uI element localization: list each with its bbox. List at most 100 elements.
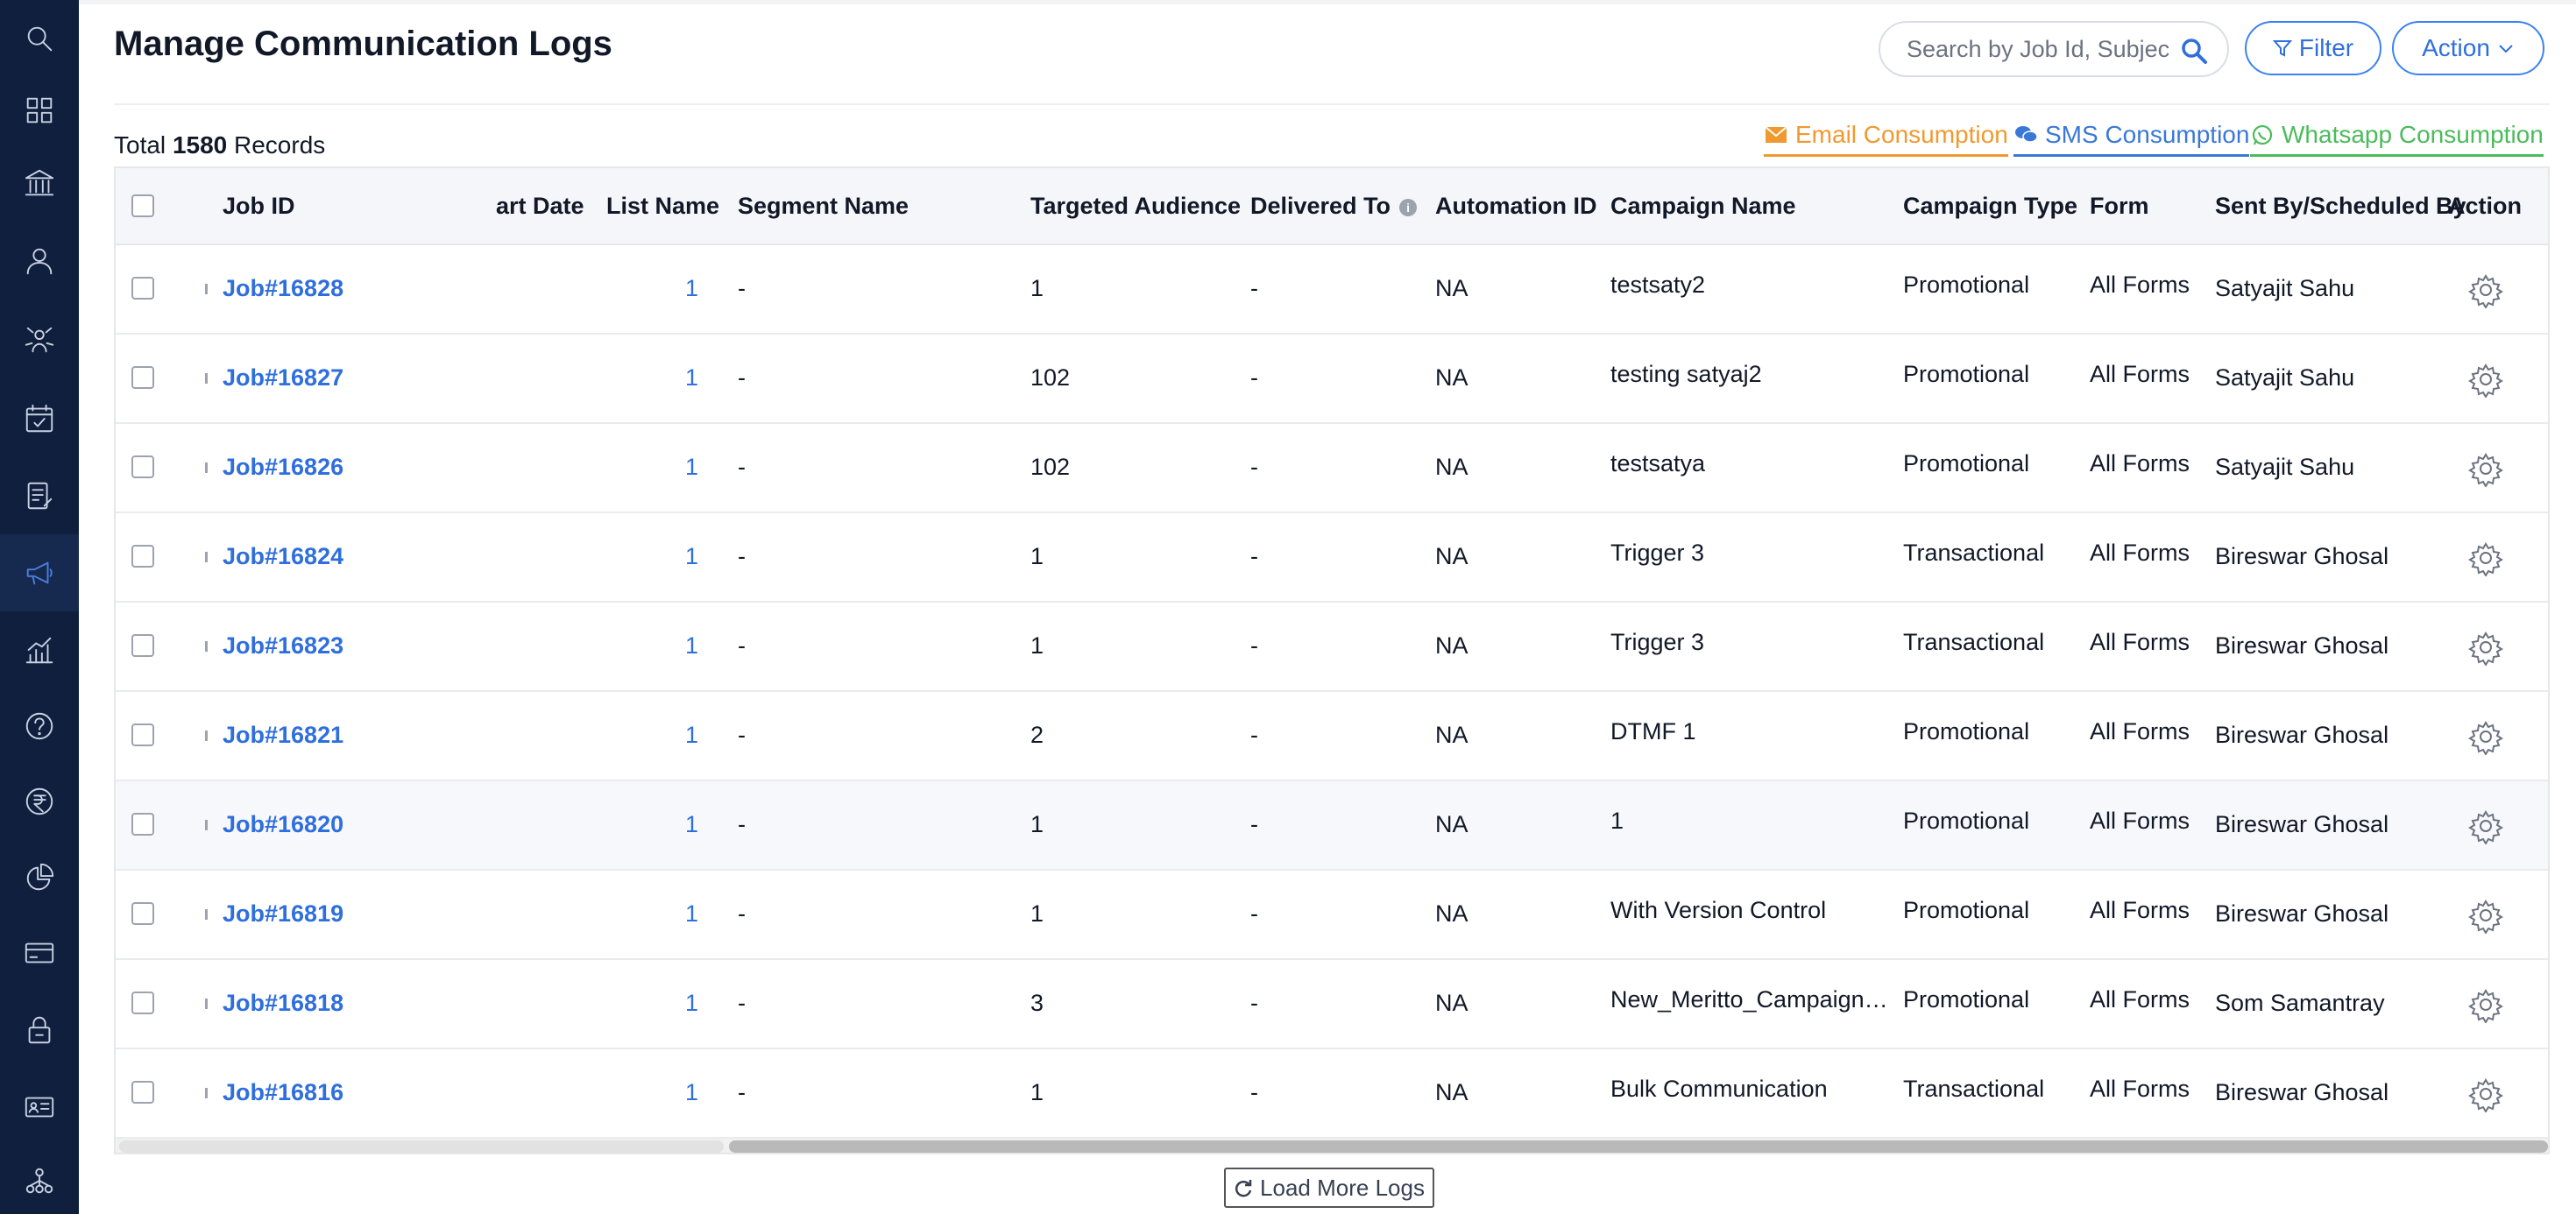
whatsapp-consumption-label: Whatsapp Consumption [2282, 121, 2544, 148]
megaphone-icon[interactable] [17, 550, 62, 596]
job-id-link[interactable]: Job#16816 [223, 1079, 344, 1105]
list-name-link[interactable]: 1 [685, 275, 699, 301]
job-id-link[interactable]: Job#16820 [223, 811, 344, 837]
gear-icon[interactable] [2467, 272, 2504, 309]
network-icon[interactable] [17, 317, 62, 363]
header-sent-by[interactable]: Sent By/Scheduled By [2215, 193, 2466, 219]
search-icon[interactable] [2180, 37, 2208, 65]
delivered-to-cell: - [1250, 900, 1258, 927]
gear-icon[interactable] [2467, 1076, 2504, 1113]
header-automation-id[interactable]: Automation ID [1435, 193, 1597, 219]
job-id-link[interactable]: Job#16818 [223, 990, 344, 1016]
gear-icon[interactable] [2467, 808, 2504, 845]
gear-icon[interactable] [2467, 897, 2504, 935]
job-id-link[interactable]: Job#16823 [223, 632, 344, 659]
row-handle [205, 820, 208, 830]
email-consumption-link[interactable]: Email Consumption [1764, 121, 2008, 157]
institution-icon[interactable] [17, 160, 62, 206]
lock-icon[interactable] [17, 1007, 62, 1053]
delivered-to-cell: - [1250, 275, 1258, 301]
sms-consumption-link[interactable]: SMS Consumption [2013, 121, 2250, 157]
campaign-type-cell: Promotional [1903, 718, 2030, 745]
user-icon[interactable] [17, 238, 62, 284]
row-checkbox[interactable] [131, 902, 154, 925]
row-checkbox[interactable] [131, 545, 154, 568]
pie-chart-icon[interactable] [17, 855, 62, 900]
header-start-date[interactable]: art Date [496, 193, 584, 219]
filter-button[interactable]: Filter [2245, 21, 2381, 75]
report-icon[interactable] [17, 473, 62, 519]
header-segment-name[interactable]: Segment Name [738, 193, 909, 219]
gear-icon[interactable] [2467, 986, 2504, 1024]
action-dropdown-button[interactable]: Action [2392, 21, 2544, 75]
header-form[interactable]: Form [2090, 193, 2149, 219]
header-delivered-to[interactable]: Delivered To i [1250, 193, 1418, 220]
job-id-link[interactable]: Job#16826 [223, 454, 344, 480]
id-card-icon[interactable] [17, 1084, 62, 1130]
info-icon[interactable]: i [1399, 198, 1418, 216]
whatsapp-consumption-link[interactable]: Whatsapp Consumption [2250, 121, 2544, 157]
list-name-link[interactable]: 1 [685, 543, 699, 569]
header-job-id[interactable]: Job ID [223, 193, 295, 219]
load-more-button[interactable]: Load More Logs [1224, 1168, 1434, 1208]
job-id-link[interactable]: Job#16828 [223, 275, 344, 301]
header-campaign-type[interactable]: Campaign Type [1903, 193, 2078, 219]
row-checkbox[interactable] [131, 277, 154, 300]
gear-icon[interactable] [2467, 629, 2504, 667]
campaign-name-cell: With Version Control [1610, 897, 1827, 923]
list-name-link[interactable]: 1 [685, 454, 699, 480]
email-consumption-label: Email Consumption [1795, 121, 2008, 148]
row-checkbox[interactable] [131, 992, 154, 1014]
list-name-link[interactable]: 1 [685, 1079, 699, 1105]
scrollbar-thumb[interactable] [729, 1140, 2548, 1153]
targeted-audience-cell: 1 [1030, 632, 1044, 659]
row-checkbox[interactable] [131, 366, 154, 389]
rupee-icon[interactable] [17, 779, 62, 824]
delivered-to-cell: - [1250, 364, 1258, 391]
calendar-check-icon[interactable] [17, 396, 62, 441]
header-campaign-name[interactable]: Campaign Name [1610, 193, 1796, 219]
header-targeted-audience[interactable]: Targeted Audience [1030, 193, 1242, 219]
select-all-checkbox[interactable] [131, 194, 154, 217]
card-icon[interactable] [17, 930, 62, 976]
segment-name-cell: - [738, 722, 746, 748]
job-id-link[interactable]: Job#16824 [223, 543, 344, 569]
automation-id-cell: NA [1435, 900, 1468, 927]
help-icon[interactable] [17, 703, 62, 749]
targeted-audience-cell: 1 [1030, 275, 1044, 301]
list-name-link[interactable]: 1 [685, 900, 699, 927]
header-list-name[interactable]: List Name [606, 193, 720, 219]
row-checkbox[interactable] [131, 1081, 154, 1104]
gear-icon[interactable] [2467, 361, 2504, 399]
hierarchy-icon[interactable] [17, 1158, 62, 1203]
campaign-type-cell: Transactional [1903, 1076, 2045, 1102]
segment-name-cell: - [738, 990, 746, 1016]
gear-icon[interactable] [2467, 718, 2504, 756]
job-id-link[interactable]: Job#16821 [223, 722, 344, 748]
row-checkbox[interactable] [131, 813, 154, 836]
row-handle [205, 731, 208, 741]
gear-icon[interactable] [2467, 540, 2504, 577]
main-content: Manage Communication Logs Filter Action … [79, 0, 2576, 1214]
search-box[interactable] [1879, 21, 2229, 77]
table-row: Job#16818 1 - 3 - NA New_Meritto_Campaign… Prom… [116, 960, 2548, 1049]
dashboard-icon[interactable] [17, 88, 62, 133]
analytics-icon[interactable] [17, 627, 62, 673]
list-name-link[interactable]: 1 [685, 632, 699, 659]
gear-icon[interactable] [2467, 450, 2504, 488]
job-id-link[interactable]: Job#16819 [223, 900, 344, 927]
list-name-link[interactable]: 1 [685, 811, 699, 837]
list-name-link[interactable]: 1 [685, 990, 699, 1016]
job-id-link[interactable]: Job#16827 [223, 364, 344, 391]
row-checkbox[interactable] [131, 455, 154, 478]
refresh-icon [1235, 1180, 1252, 1197]
row-checkbox[interactable] [131, 634, 154, 657]
search-icon[interactable] [17, 16, 62, 61]
list-name-link[interactable]: 1 [685, 364, 699, 391]
row-checkbox[interactable] [131, 723, 154, 746]
page-title: Manage Communication Logs [114, 25, 612, 63]
horizontal-scrollbar[interactable] [116, 1139, 2548, 1153]
search-input[interactable] [1907, 35, 2169, 63]
list-name-link[interactable]: 1 [685, 722, 699, 748]
header-action: Action [2448, 193, 2522, 219]
